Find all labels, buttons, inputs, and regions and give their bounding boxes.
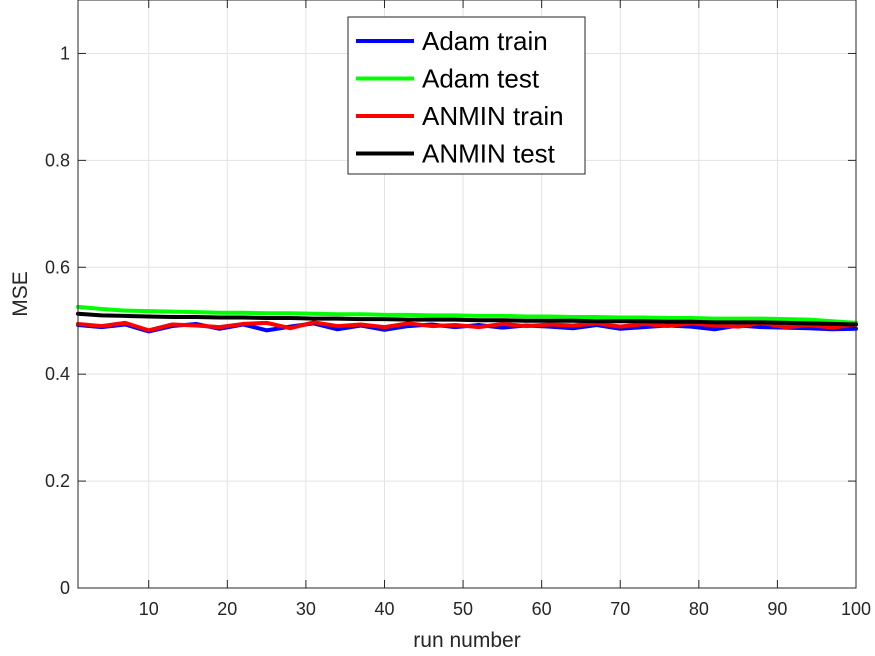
series-layer [76,304,858,334]
x-tick-label: 70 [610,599,630,619]
y-axis-label: MSE [9,271,32,317]
ticks [78,0,857,589]
legend: Adam train Adam test ANMIN train ANMIN test [347,16,586,175]
series-line [76,311,858,327]
y-tick-label: 1 [60,43,70,63]
x-tick-label: 80 [689,599,709,619]
legend-box [347,16,586,175]
y-tick-label: 0.6 [45,257,70,277]
y-tick-label: 0 [60,578,70,598]
tick-labels: 10 20 30 40 50 60 70 80 90 100 0 0.2 0.4 0.6 0.8 1 [45,43,871,619]
y-tick-label: 0.8 [45,150,70,170]
x-tick-label: 90 [767,599,787,619]
legend-label: Adam train [422,26,548,56]
series-line [76,320,858,333]
y-tick-label: 0.2 [45,471,70,491]
x-tick-label: 10 [139,599,159,619]
series-line [76,304,858,325]
y-tick-label: 0.4 [45,364,70,384]
x-tick-label: 60 [532,599,552,619]
x-tick-label: 30 [296,599,316,619]
x-axis-label: run number [413,629,520,652]
x-tick-label: 40 [374,599,394,619]
legend-label: ANMIN test [422,139,556,169]
legend-label: ANMIN train [422,101,564,131]
x-tick-label: 50 [453,599,473,619]
x-tick-label: 100 [841,599,871,619]
x-tick-label: 20 [217,599,237,619]
axes-frame [77,0,857,589]
legend-label: Adam test [422,64,540,94]
